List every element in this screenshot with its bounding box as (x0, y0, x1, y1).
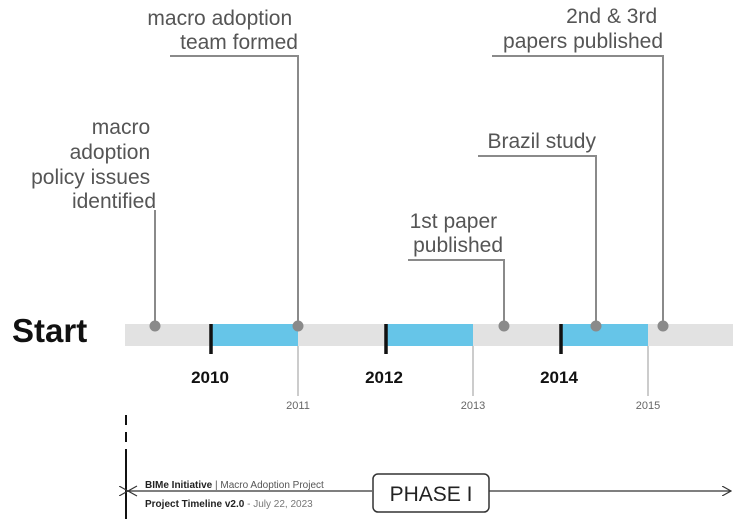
footer-line: BIMe Initiative | Macro Adoption Project (145, 480, 324, 491)
leader-lines (154, 55, 664, 326)
event-label: macro adoption policy issues identified (31, 116, 156, 213)
event-label: macro adoption team formed (147, 7, 298, 54)
phase-box (372, 473, 490, 513)
event-label: 2nd & 3rd papers published (503, 5, 663, 53)
year-span (211, 324, 298, 346)
year-label: 2011 (286, 400, 310, 412)
event-dots (149, 320, 669, 332)
year-span (561, 324, 648, 346)
year-label: 2010 (191, 368, 229, 387)
year-label: 2014 (540, 368, 578, 387)
minor-ticks (297, 346, 649, 396)
major-ticks (209, 324, 563, 354)
arrow-head (126, 485, 138, 497)
event-label: Brazil study (487, 130, 596, 153)
start-label: Start (12, 312, 87, 349)
year-label: 2015 (636, 400, 660, 412)
event-label: 1st paper published (410, 210, 503, 257)
phase-label: PHASE I (390, 483, 473, 506)
year-label: 2013 (461, 400, 485, 412)
year-span (386, 324, 473, 346)
footer-line: Project Timeline v2.0 - July 22, 2023 (145, 499, 313, 510)
year-label: 2012 (365, 368, 403, 387)
